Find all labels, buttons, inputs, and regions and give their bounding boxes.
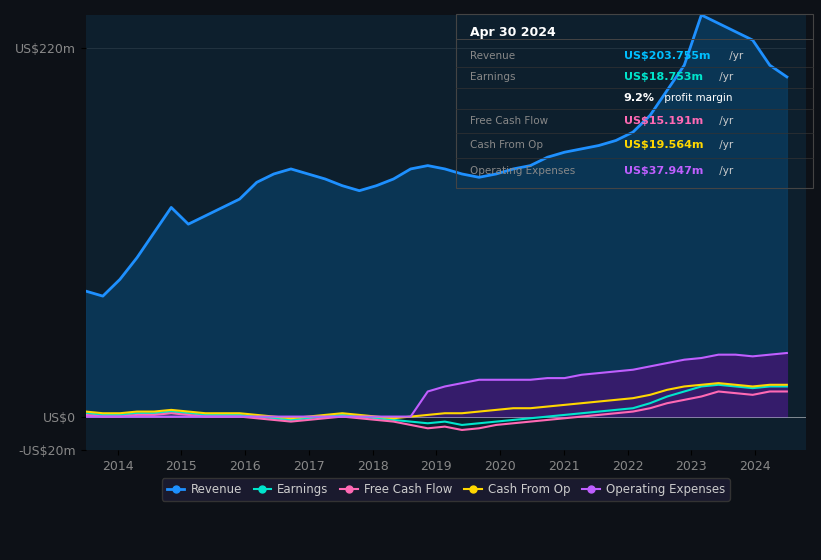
Text: /yr: /yr <box>726 50 743 60</box>
Text: US$203.755m: US$203.755m <box>623 50 710 60</box>
Text: /yr: /yr <box>717 72 734 82</box>
Text: Apr 30 2024: Apr 30 2024 <box>470 26 556 39</box>
Text: profit margin: profit margin <box>661 93 732 103</box>
Text: Cash From Op: Cash From Op <box>470 140 543 150</box>
Text: Earnings: Earnings <box>470 72 516 82</box>
Text: /yr: /yr <box>717 116 734 126</box>
Text: /yr: /yr <box>717 140 734 150</box>
Text: /yr: /yr <box>717 166 734 176</box>
Text: US$18.753m: US$18.753m <box>623 72 703 82</box>
Text: Operating Expenses: Operating Expenses <box>470 166 576 176</box>
Text: Revenue: Revenue <box>470 50 515 60</box>
Text: US$37.947m: US$37.947m <box>623 166 703 176</box>
Text: US$15.191m: US$15.191m <box>623 116 703 126</box>
Text: US$19.564m: US$19.564m <box>623 140 703 150</box>
Text: 9.2%: 9.2% <box>623 93 654 103</box>
Text: Free Cash Flow: Free Cash Flow <box>470 116 548 126</box>
Legend: Revenue, Earnings, Free Cash Flow, Cash From Op, Operating Expenses: Revenue, Earnings, Free Cash Flow, Cash … <box>162 478 730 501</box>
